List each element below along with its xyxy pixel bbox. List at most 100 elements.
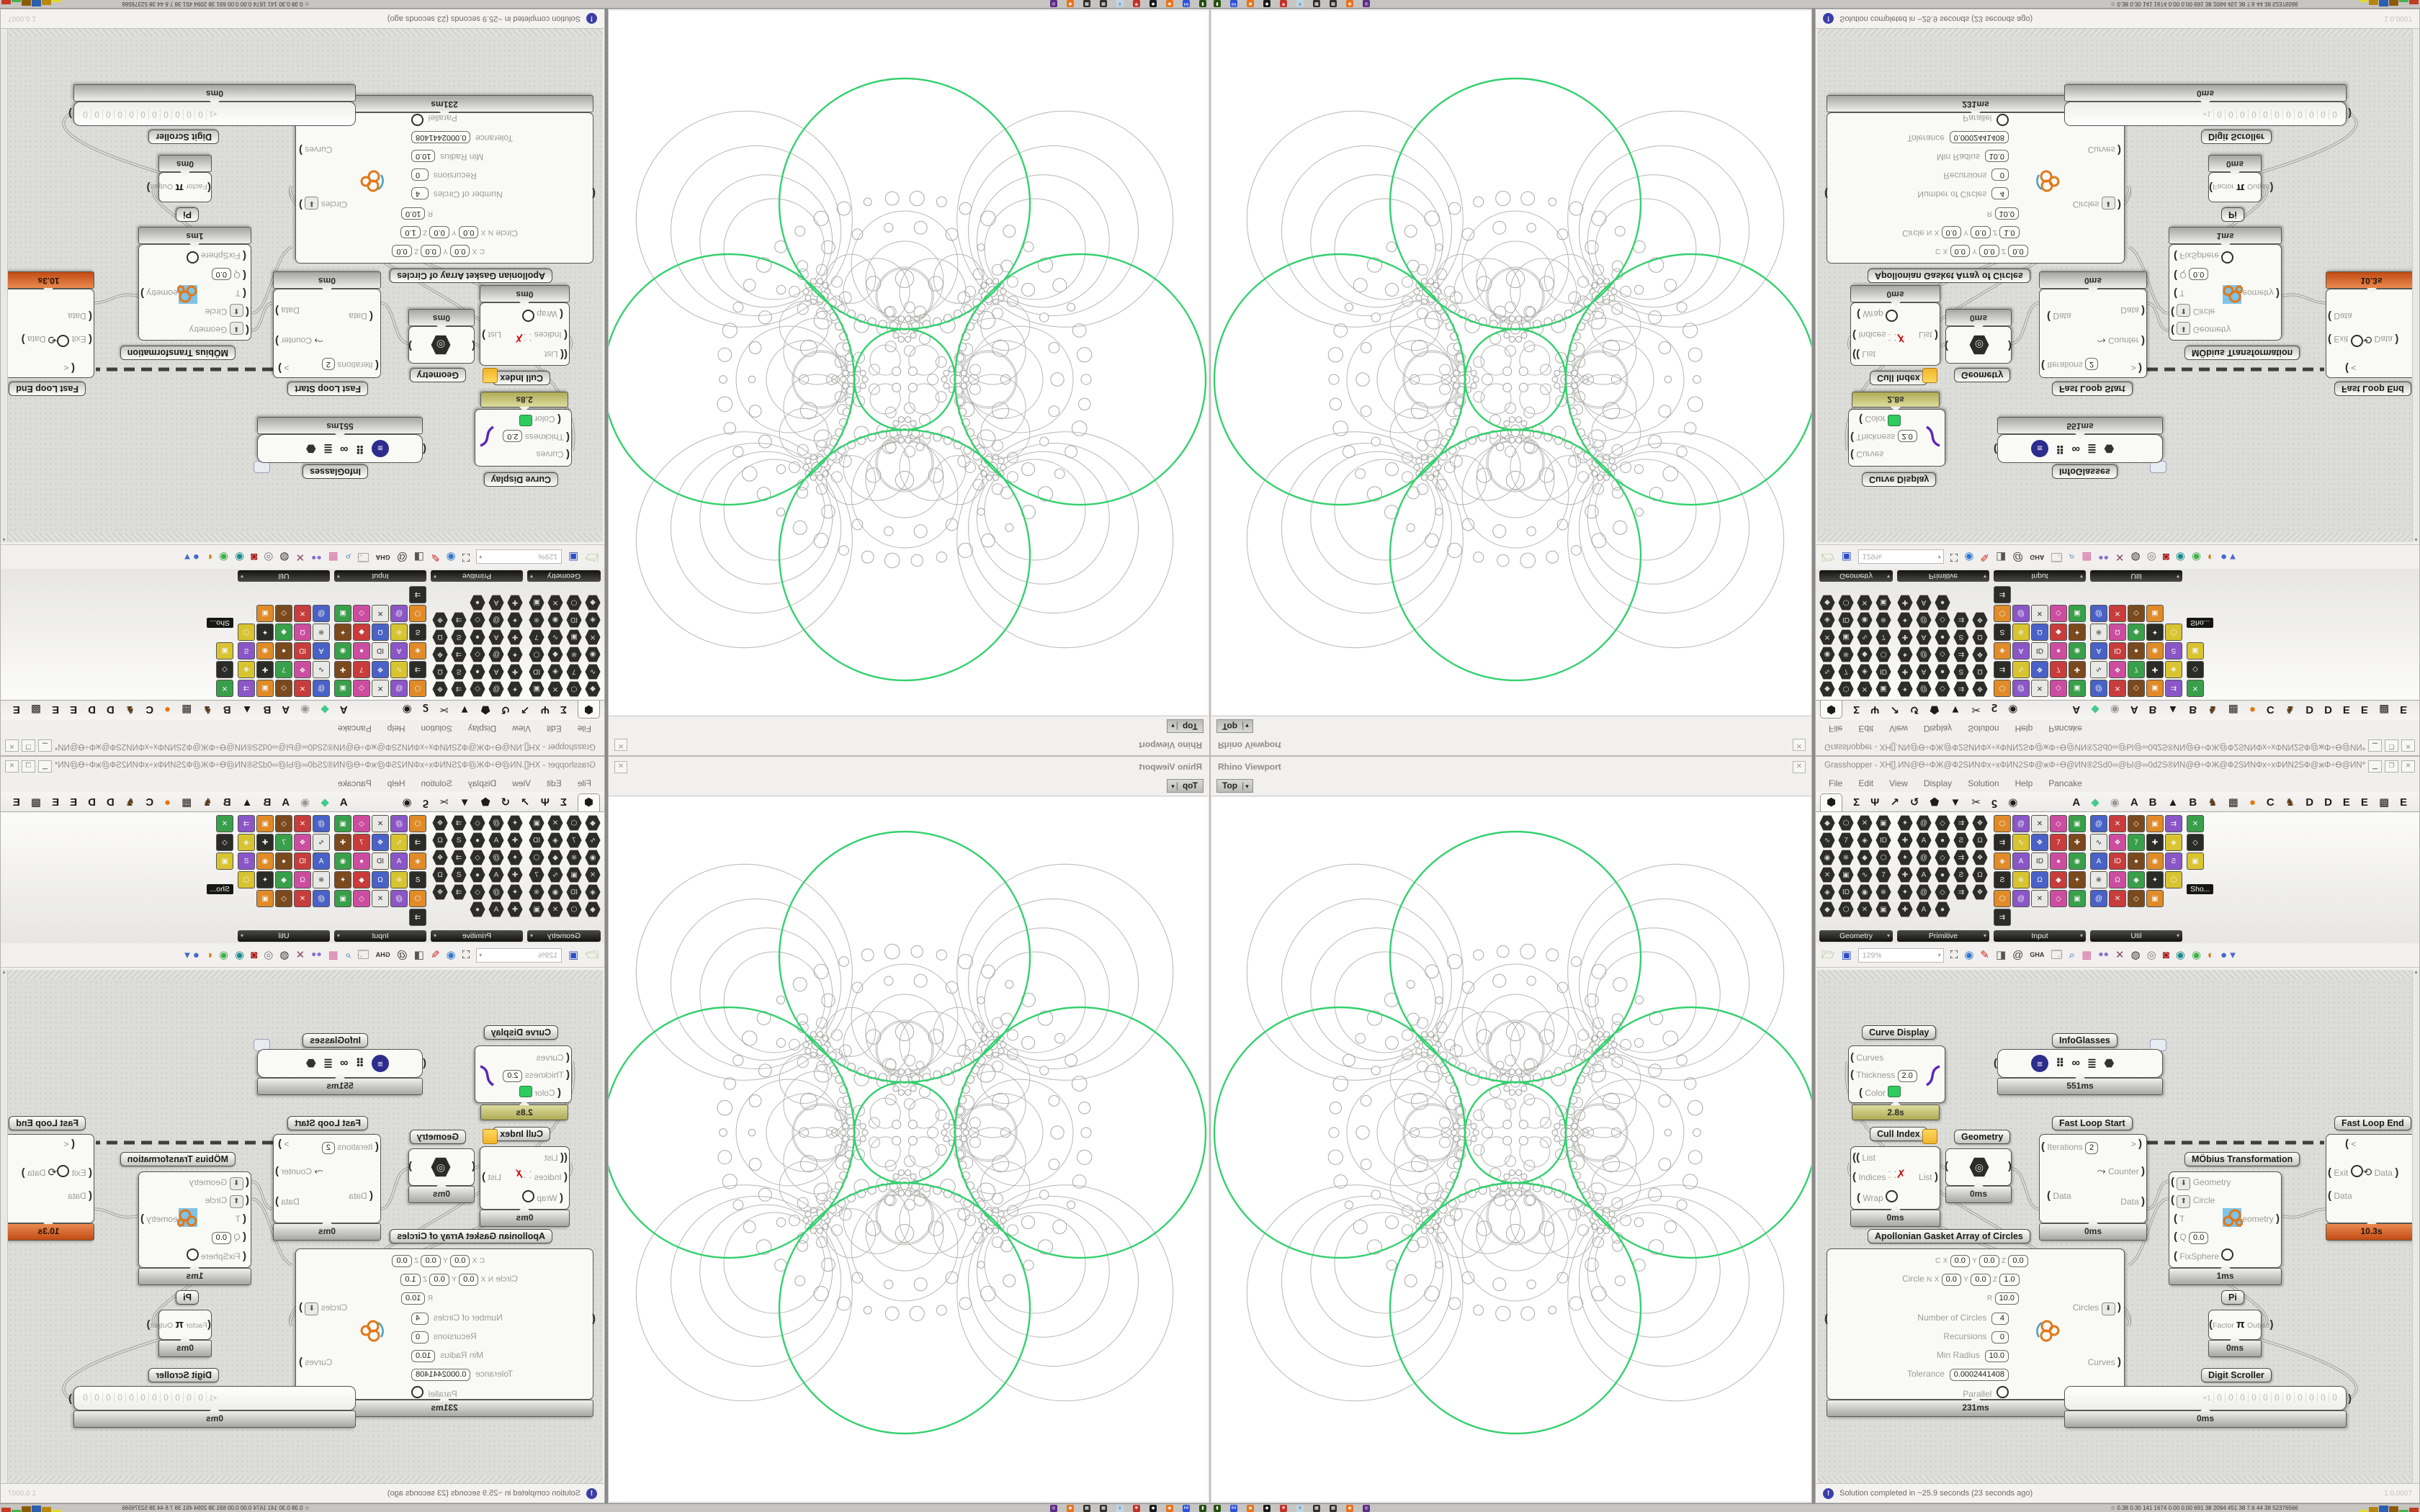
component-icon[interactable]: @ xyxy=(2090,890,2107,907)
node-label-fast-loop-end[interactable]: Fast Loop End xyxy=(2334,1116,2411,1130)
plugin-tab-6[interactable]: B xyxy=(2189,703,2197,716)
node-label-moebius[interactable]: MÖbius Transformation xyxy=(120,1152,236,1166)
component-icon[interactable]: ▣ xyxy=(334,605,351,622)
component-icon[interactable]: ∿ xyxy=(2090,661,2107,678)
menu-item-view[interactable]: View xyxy=(512,778,531,788)
scroller-digit[interactable]: 0 xyxy=(80,109,91,120)
plugin-tab-14[interactable]: E xyxy=(70,703,78,716)
component-icon[interactable]: A xyxy=(2090,642,2107,660)
viewport-canvas[interactable] xyxy=(1212,11,1811,715)
chevron-down-icon[interactable]: ▾ xyxy=(1937,554,1941,561)
component-icon[interactable]: ID xyxy=(566,884,582,900)
component-icon[interactable]: ▣ xyxy=(2069,815,2086,832)
component-icon[interactable]: ⬡ xyxy=(238,624,255,641)
viewport-close-icon[interactable]: ✕ xyxy=(1793,739,1806,751)
component-icon[interactable]: ∿ xyxy=(1857,867,1873,883)
notes-icon[interactable]: ≡ xyxy=(1296,0,1304,8)
chevron-down-icon[interactable]: ▾ xyxy=(1983,932,1986,939)
component-icon[interactable]: ❖ xyxy=(372,661,389,678)
browser-icon[interactable]: 🗔 xyxy=(2051,551,2063,563)
component-icon[interactable]: ✦ xyxy=(2146,624,2164,641)
component-icon[interactable]: ✦ xyxy=(2146,871,2164,888)
component-icon[interactable]: @ xyxy=(390,815,408,832)
plugin-tab-0[interactable]: A xyxy=(2072,703,2081,716)
component-icon[interactable]: ∿ xyxy=(585,664,601,680)
component-icon[interactable]: @ xyxy=(1916,612,1932,628)
plugin-tab-15[interactable]: E xyxy=(52,703,60,716)
component-icon[interactable]: ● xyxy=(1935,867,1950,883)
component-icon[interactable]: ▣ xyxy=(529,815,544,831)
component-icon[interactable]: ✕ xyxy=(2031,605,2048,622)
sphere-blue-icon[interactable]: ● ▾ xyxy=(184,949,200,961)
scroller-digit[interactable]: 0 xyxy=(2213,109,2225,120)
notes-icon[interactable]: ≡ xyxy=(1296,1504,1304,1512)
chevron-down-icon[interactable]: ▾ xyxy=(479,951,483,958)
sphere-blue-icon[interactable]: ● ▾ xyxy=(2220,949,2236,961)
file-manager-icon[interactable]: 64 xyxy=(1183,1504,1190,1512)
component-icon[interactable]: ● xyxy=(470,832,485,848)
tab-mesh-triangle-icon[interactable]: ▼ xyxy=(459,703,470,716)
preview-eye-icon[interactable]: ◉ xyxy=(446,551,456,563)
maximize-icon[interactable]: ❐ xyxy=(22,739,35,752)
component-icon[interactable]: A xyxy=(1916,901,1932,917)
menu-item-solution[interactable]: Solution xyxy=(421,778,452,788)
component-icon[interactable]: ID xyxy=(529,664,544,680)
preview-eye-icon[interactable]: ◉ xyxy=(446,949,456,961)
scroller-digit[interactable]: 0 xyxy=(2236,1392,2248,1403)
component-icon[interactable]: ◇ xyxy=(470,647,485,662)
tab-sets-tree-icon[interactable]: Ψ xyxy=(1870,703,1880,716)
save-file-icon[interactable]: ▣ xyxy=(1841,551,1852,563)
node-label-fast-loop-start[interactable]: Fast Loop Start xyxy=(287,382,368,396)
component-icon[interactable]: ※ xyxy=(566,647,582,662)
viewport-close-icon[interactable]: ✕ xyxy=(1793,761,1806,773)
component-icon[interactable]: ❖ xyxy=(2109,661,2126,678)
tab-vector-arrow-icon[interactable]: ↗ xyxy=(1890,796,1899,809)
node-label-geometry[interactable]: Geometry xyxy=(1954,1130,2011,1144)
node-cull-index[interactable]: (( List ( Indices ( Wrap List ) ⸬✗ xyxy=(1850,1146,1940,1210)
component-icon[interactable]: ID xyxy=(2031,852,2048,870)
component-icon[interactable]: ◉ xyxy=(1857,612,1873,628)
package-icon[interactable]: ▦ xyxy=(2081,551,2092,563)
node-infoglasses[interactable]: ≡ ⠿ ∞ ≣ ⬣ ( xyxy=(1994,434,2163,463)
system-icon[interactable]: ❋ xyxy=(1280,0,1287,8)
plugin-tab-9[interactable]: ● xyxy=(164,796,171,809)
node-label-fast-loop-end[interactable]: Fast Loop End xyxy=(2334,382,2411,396)
component-icon[interactable]: Ƨ xyxy=(238,852,255,870)
component-icon[interactable]: ● xyxy=(470,901,485,917)
component-icon[interactable]: ◉ xyxy=(585,647,601,662)
component-icon[interactable]: ⬡ xyxy=(1838,901,1854,917)
internalised-down-icon[interactable]: ⬇ xyxy=(2101,197,2115,210)
node-label-infoglasses[interactable]: InfoGlasses xyxy=(302,464,368,479)
plugin-tab-16[interactable]: ▩ xyxy=(2378,703,2390,716)
chevron-down-icon[interactable]: ▾ xyxy=(434,573,437,580)
component-icon[interactable]: ✚ xyxy=(507,832,523,848)
component-icon[interactable]: ● xyxy=(1935,629,1950,645)
component-icon[interactable]: 7 xyxy=(2128,834,2145,851)
component-icon[interactable]: ※ xyxy=(1838,647,1854,662)
tab-mesh-triangle-icon[interactable]: ▼ xyxy=(459,796,470,809)
menu-item-display[interactable]: Display xyxy=(1923,724,1953,734)
component-icon[interactable]: ◆ xyxy=(2128,624,2145,641)
ide2-icon[interactable]: ▦ xyxy=(1083,0,1090,8)
component-icon[interactable]: ● xyxy=(470,595,485,611)
component-icon[interactable]: ⇉ xyxy=(1994,586,2011,603)
component-icon[interactable]: ✕ xyxy=(294,605,311,622)
plugin-tab-1[interactable]: ◆ xyxy=(2091,703,2099,716)
component-icon[interactable]: ❖ xyxy=(2031,834,2048,851)
pin-teal-icon[interactable]: ◉ xyxy=(2175,551,2185,563)
component-icon[interactable]: ⇉ xyxy=(409,834,426,851)
chevron-down-icon[interactable]: ▾ xyxy=(1886,932,1890,939)
component-icon[interactable]: @ xyxy=(1916,815,1932,831)
preview-eye-icon[interactable]: ◉ xyxy=(1964,551,1974,563)
firefox-icon[interactable]: ◉ xyxy=(1166,1504,1173,1512)
ide-icon[interactable]: ▦ xyxy=(1313,0,1320,8)
menu-item-pancake[interactable]: Pancake xyxy=(338,778,372,788)
scroller-digit[interactable]: 0 xyxy=(80,1392,91,1403)
component-icon[interactable]: @ xyxy=(313,815,330,832)
component-icon[interactable]: ※ xyxy=(313,871,330,888)
viewport-close-icon[interactable]: ✕ xyxy=(614,761,627,773)
component-icon[interactable]: ⬡ xyxy=(1876,647,1891,662)
component-icon[interactable]: ▣ xyxy=(216,642,233,660)
component-icon[interactable]: ◇ xyxy=(275,890,292,907)
parallel-toggle[interactable] xyxy=(1996,114,2009,126)
